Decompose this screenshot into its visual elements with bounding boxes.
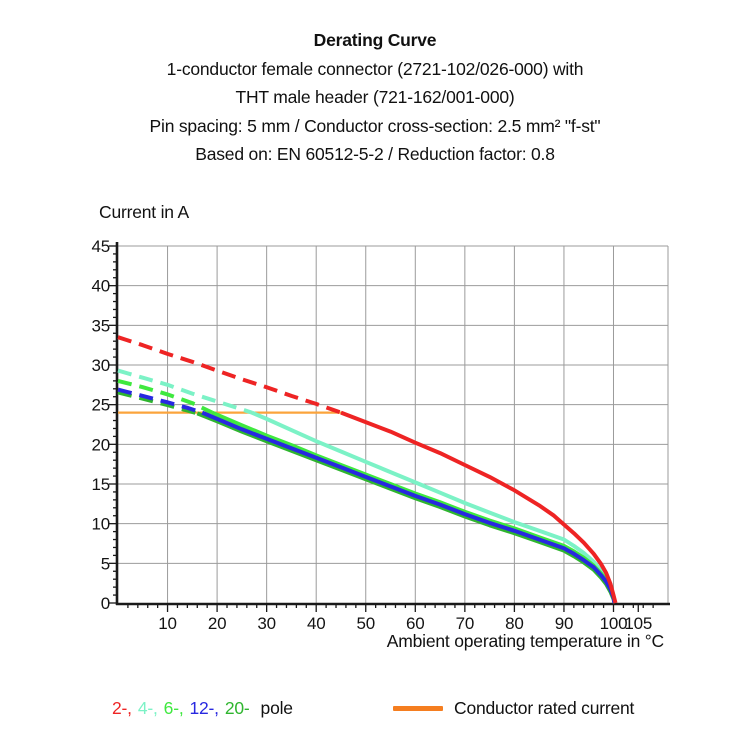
legend-pole-label: 2-, [112, 698, 132, 718]
chart-subtitle-line-3: Pin spacing: 5 mm / Conductor cross-sect… [149, 115, 601, 136]
series-4-pole-dashed [117, 368, 253, 415]
y-tick-label: 20 [91, 435, 110, 454]
chart-subtitle-line-4: Based on: EN 60512-5-2 / Reduction facto… [195, 144, 555, 164]
x-tick-label: 80 [505, 614, 524, 633]
gridlines [118, 245, 669, 603]
x-tick-label: 105 [624, 614, 652, 633]
x-tick-label: 10 [158, 614, 177, 633]
x-tick-label: 70 [456, 614, 475, 633]
series-12-pole-dashed [117, 387, 203, 415]
y-tick-label: 40 [91, 277, 110, 296]
legend-pole-items: 2-, 4-, 6-, 12-, 20- [112, 698, 256, 718]
legend-pole-label: 12-, [189, 698, 219, 718]
legend-pole-label: 6-, [163, 698, 184, 718]
series-6-pole-dashed [117, 378, 213, 415]
y-tick-label: 25 [91, 396, 110, 415]
x-tick-label: 100 [600, 614, 628, 633]
x-tick-label: 50 [356, 614, 375, 633]
series-12-pole-solid [201, 410, 617, 604]
legend-pole-row: 2-, 4-, 6-, 12-, 20- pole [112, 697, 293, 719]
x-tick-label: 90 [555, 614, 574, 633]
y-tick-label: 10 [91, 515, 110, 534]
y-tick-label: 30 [91, 356, 110, 375]
series-2-pole-solid [340, 410, 618, 604]
y-tick-label: 5 [101, 554, 110, 573]
y-axis-title: Current in A [99, 202, 190, 222]
axes [115, 242, 670, 606]
chart-subtitle-line-2: THT male header (721-162/001-000) [235, 87, 515, 107]
series-20-pole-dashed [117, 390, 198, 416]
rated-current-label: Conductor rated current [454, 697, 635, 718]
series-4-pole-solid [251, 410, 617, 604]
rated-current-line-swatch [393, 705, 443, 711]
title-block: Derating Curve 1-conductor female connec… [0, 26, 750, 169]
x-tick-label: 20 [208, 614, 227, 633]
y-tick-label: 15 [91, 475, 110, 494]
series-2-pole-dashed [117, 335, 342, 415]
x-tick-label: 40 [307, 614, 326, 633]
legend-pole-suffix: pole [260, 698, 293, 718]
x-axis-title: Ambient operating temperature in °C [386, 631, 664, 651]
x-tick-label: 60 [406, 614, 425, 633]
legend-pole-label: 4-, [137, 698, 158, 718]
y-tick-label: 45 [91, 237, 110, 256]
legend-pole-label: 20- [224, 698, 250, 718]
legend-rated-row: Conductor rated current [393, 697, 634, 719]
chart-title: Derating Curve [313, 30, 437, 50]
y-tick-label: 0 [101, 594, 110, 613]
y-tick-label: 35 [91, 316, 110, 335]
series-20-pole-solid [196, 411, 617, 604]
x-tick-label: 30 [257, 614, 276, 633]
chart-subtitle-line-1: 1-conductor female connector (2721-102/0… [166, 58, 584, 79]
